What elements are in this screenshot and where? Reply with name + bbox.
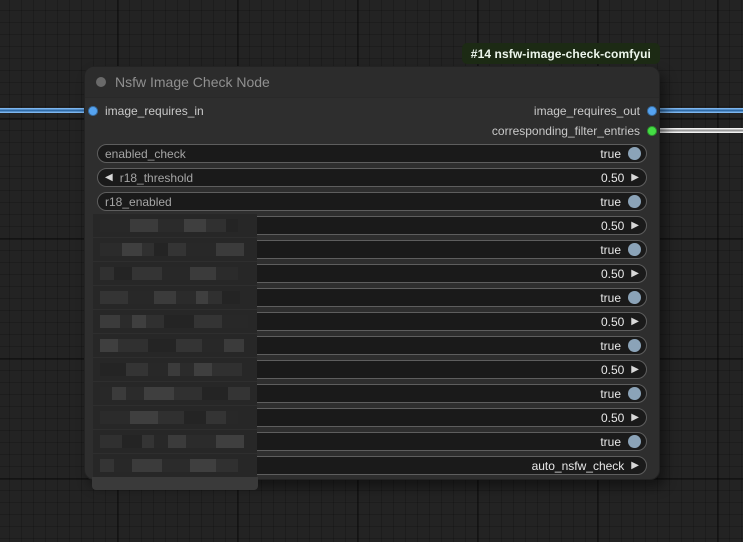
node-title: Nsfw Image Check Node	[115, 74, 270, 90]
toggle-knob-icon[interactable]	[628, 291, 641, 304]
output-port-icon[interactable]	[647, 106, 657, 116]
widget-r18_threshold[interactable]: ◀ r18_threshold 0.50 ▶	[97, 168, 647, 187]
widget-toggle-row-8[interactable]: true	[93, 334, 647, 357]
link-wire-image-out	[658, 108, 743, 113]
widget-value: true	[600, 386, 621, 401]
widget-value: true	[600, 194, 621, 209]
widget-value: 0.50	[600, 362, 625, 377]
widget-value: auto_nsfw_check	[531, 458, 625, 473]
widget-value: true	[600, 146, 621, 161]
widget-toggle-row-6[interactable]: true	[93, 286, 647, 309]
toggle-knob-icon[interactable]	[628, 243, 641, 256]
increment-arrow-icon[interactable]: ▶	[631, 411, 639, 423]
widget-toggle-row-10[interactable]: true	[93, 382, 647, 405]
node-title-bar[interactable]: Nsfw Image Check Node	[85, 67, 659, 98]
blur-censor-overlay	[93, 382, 257, 405]
blur-censor-overlay	[93, 238, 257, 261]
blur-censor-overlay	[93, 286, 257, 309]
nsfw-image-check-node[interactable]: Nsfw Image Check Node image_requires_in …	[84, 66, 660, 480]
widget-value: 0.50	[600, 218, 625, 233]
decrement-arrow-icon[interactable]: ◀	[105, 171, 113, 183]
blur-censor-overlay	[93, 430, 257, 453]
widget-value: true	[600, 290, 621, 305]
blur-censor-overlay	[93, 334, 257, 357]
blur-censor-overlay	[93, 454, 257, 477]
widget-toggle-row-12[interactable]: true	[93, 430, 647, 453]
increment-arrow-icon[interactable]: ▶	[631, 315, 639, 327]
link-wire-image-in	[0, 108, 86, 113]
widget-enabled_check[interactable]: enabled_check true	[97, 144, 647, 163]
blur-censor-artifact	[92, 477, 258, 490]
widget-list: enabled_check true ◀ r18_threshold 0.50 ▶ r18_…	[93, 144, 647, 479]
toggle-knob-icon[interactable]	[628, 339, 641, 352]
increment-arrow-icon[interactable]: ▶	[631, 219, 639, 231]
blur-censor-overlay	[93, 406, 257, 429]
increment-arrow-icon[interactable]: ▶	[631, 459, 639, 471]
widget-label: r18_enabled	[105, 194, 172, 209]
widget-r18_enabled[interactable]: r18_enabled true	[97, 192, 647, 211]
widget-label: r18_threshold	[119, 170, 194, 185]
widget-value: true	[600, 242, 621, 257]
blur-censor-overlay	[93, 214, 257, 237]
widget-number-row-11[interactable]: ◀0.50▶	[93, 406, 647, 429]
input-slot-label: image_requires_in	[105, 104, 204, 118]
widget-value: 0.50	[600, 314, 625, 329]
blur-censor-overlay	[93, 262, 257, 285]
widget-number-row-9[interactable]: ◀0.50▶	[93, 358, 647, 381]
toggle-knob-icon[interactable]	[628, 435, 641, 448]
input-slot-image-requires-in[interactable]: image_requires_in	[88, 104, 204, 118]
widget-value: 0.50	[600, 266, 625, 281]
increment-arrow-icon[interactable]: ▶	[631, 363, 639, 375]
widget-combo-row-13[interactable]: ◀auto_nsfw_check▶	[93, 454, 647, 477]
collapse-dot-icon[interactable]	[96, 77, 106, 87]
output-slot-image-requires-out[interactable]: image_requires_out	[534, 104, 657, 118]
link-wire-filter-entries	[658, 128, 743, 133]
widget-toggle-row-4[interactable]: true	[93, 238, 647, 261]
output-slot-label: image_requires_out	[533, 104, 640, 118]
output-slot-corresponding-filter-entries[interactable]: corresponding_filter_entries	[492, 124, 657, 138]
output-slot-label: corresponding_filter_entries	[491, 124, 640, 138]
toggle-knob-icon[interactable]	[628, 147, 641, 160]
input-port-icon[interactable]	[88, 106, 98, 116]
increment-arrow-icon[interactable]: ▶	[631, 171, 639, 183]
widget-value: true	[600, 434, 621, 449]
widget-value: 0.50	[600, 170, 625, 185]
widget-value: 0.50	[600, 410, 625, 425]
node-id-badge: #14 nsfw-image-check-comfyui	[461, 43, 660, 64]
widget-number-row-3[interactable]: ◀0.50▶	[93, 214, 647, 237]
widget-number-row-5[interactable]: ◀0.50▶	[93, 262, 647, 285]
toggle-knob-icon[interactable]	[628, 387, 641, 400]
blur-censor-overlay	[93, 358, 257, 381]
widget-number-row-7[interactable]: ◀0.50▶	[93, 310, 647, 333]
output-port-icon[interactable]	[647, 126, 657, 136]
toggle-knob-icon[interactable]	[628, 195, 641, 208]
widget-value: true	[600, 338, 621, 353]
increment-arrow-icon[interactable]: ▶	[631, 267, 639, 279]
blur-censor-overlay	[93, 310, 257, 333]
widget-label: enabled_check	[105, 146, 186, 161]
